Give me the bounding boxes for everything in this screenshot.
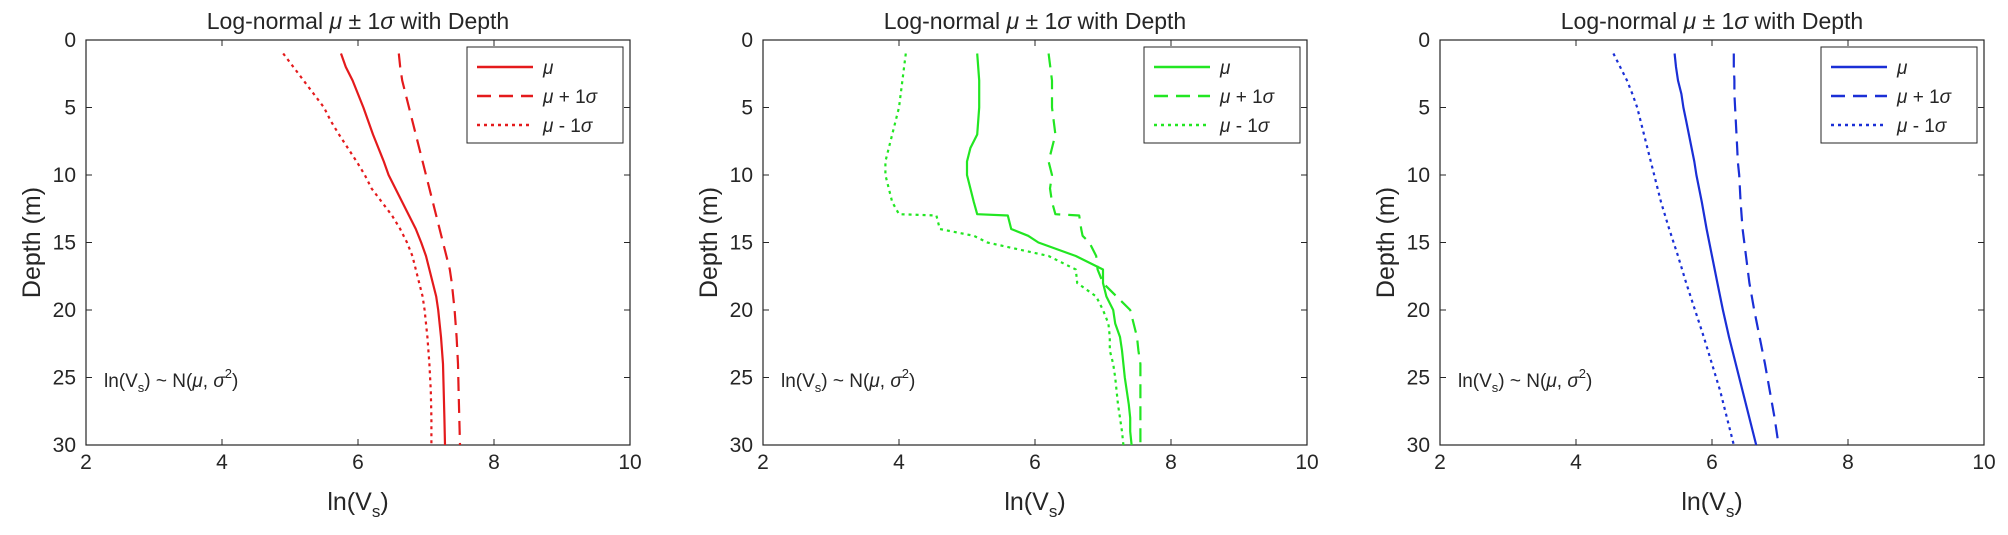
y-axis-label: Depth (m) (695, 187, 723, 298)
x-tick-label: 10 (1972, 451, 1995, 474)
y-tick-label: 20 (730, 299, 753, 322)
y-tick-label: 20 (53, 299, 76, 322)
x-tick-label: 2 (1434, 451, 1446, 474)
x-tick-label: 4 (1570, 451, 1582, 474)
series-mu-line (339, 53, 447, 446)
y-tick-label: 0 (1418, 29, 1430, 52)
series-mu-minus-sigma-line (1612, 53, 1735, 446)
y-tick-label: 0 (741, 29, 753, 52)
y-tick-label: 30 (1407, 434, 1430, 457)
y-tick-label: 25 (730, 367, 753, 390)
legend: μ μ + 1σ μ - 1σ (1143, 46, 1301, 144)
y-tick-label: 5 (741, 97, 753, 120)
y-tick-label: 10 (53, 164, 76, 187)
x-tick-label: 4 (216, 451, 228, 474)
distribution-annotation: ln(Vs) ~ N(μ, σ2) (1458, 366, 1592, 395)
y-tick-label: 0 (64, 29, 76, 52)
y-tick-label: 25 (53, 367, 76, 390)
x-tick-label: 2 (757, 451, 769, 474)
legend-entry-mu-minus-sigma-label: μ - 1σ (542, 116, 594, 137)
x-tick-label: 10 (1295, 451, 1318, 474)
chart-title: Log-normal μ ± 1σ with Depth (884, 8, 1186, 34)
legend-entry-mu-label: μ (542, 58, 554, 79)
legend-box (466, 46, 624, 144)
series-mu-line (965, 53, 1133, 446)
x-tick-label: 6 (1029, 451, 1041, 474)
series-mu-plus-sigma-line (1047, 53, 1142, 445)
x-axis-label: ln(Vs) (1681, 488, 1742, 521)
y-tick-label: 15 (730, 232, 753, 255)
series-mu-plus-sigma-line (397, 53, 462, 446)
y-tick-label: 30 (53, 434, 76, 457)
legend-entry-mu-minus-sigma-label: μ - 1σ (1896, 116, 1948, 137)
distribution-annotation: ln(Vs) ~ N(μ, σ2) (781, 366, 915, 395)
chart-title: Log-normal μ ± 1σ with Depth (1561, 8, 1863, 34)
legend-box (1820, 46, 1978, 144)
x-tick-label: 8 (1165, 451, 1177, 474)
x-tick-label: 8 (488, 451, 500, 474)
series-mu-minus-sigma-line (282, 52, 433, 445)
legend: μ μ + 1σ μ - 1σ (466, 46, 624, 144)
y-tick-label: 5 (1418, 97, 1430, 120)
legend-entry-mu-minus-sigma-label: μ - 1σ (1219, 116, 1271, 137)
y-tick-label: 20 (1407, 299, 1430, 322)
y-tick-label: 30 (730, 434, 753, 457)
legend-box (1143, 46, 1301, 144)
y-tick-label: 10 (730, 164, 753, 187)
y-tick-label: 25 (1407, 367, 1430, 390)
x-tick-label: 8 (1842, 451, 1854, 474)
x-tick-label: 4 (893, 451, 905, 474)
chart-panel-2: 2 4 6 8 10 0 5 10 15 20 25 30 Log-normal μ ± 1σ with… (695, 8, 1319, 521)
x-tick-label: 6 (1706, 451, 1718, 474)
legend-entry-mu-plus-sigma-label: μ + 1σ (1896, 87, 1953, 108)
x-axis-label: ln(Vs) (327, 488, 388, 521)
chart-title: Log-normal μ ± 1σ with Depth (207, 8, 509, 34)
legend-entry-mu-label: μ (1896, 58, 1908, 79)
y-tick-label: 15 (53, 232, 76, 255)
legend-entry-mu-label: μ (1219, 58, 1231, 79)
chart-panel-1: 2 4 6 8 10 0 5 10 15 20 25 30 Log-normal μ ± 1σ with… (18, 8, 642, 521)
y-axis-label: Depth (m) (18, 187, 46, 298)
chart-panel-3: 2 4 6 8 10 0 5 10 15 20 25 30 Log-normal μ ± 1σ with… (1372, 8, 1996, 521)
series-mu-plus-sigma-line (1732, 53, 1780, 446)
legend-entry-mu-plus-sigma-label: μ + 1σ (1219, 87, 1276, 108)
y-tick-label: 10 (1407, 164, 1430, 187)
legend: μ μ + 1σ μ - 1σ (1820, 46, 1978, 144)
y-axis-label: Depth (m) (1372, 187, 1400, 298)
distribution-annotation: ln(Vs) ~ N(μ, σ2) (104, 366, 238, 395)
y-tick-label: 5 (64, 97, 76, 120)
legend-entry-mu-plus-sigma-label: μ + 1σ (542, 87, 599, 108)
series-mu-minus-sigma-line (884, 53, 1125, 446)
x-tick-label: 10 (618, 451, 641, 474)
x-tick-label: 2 (80, 451, 92, 474)
x-tick-label: 6 (352, 451, 364, 474)
y-tick-label: 15 (1407, 232, 1430, 255)
x-axis-label: ln(Vs) (1004, 488, 1065, 521)
series-mu-line (1673, 53, 1758, 446)
